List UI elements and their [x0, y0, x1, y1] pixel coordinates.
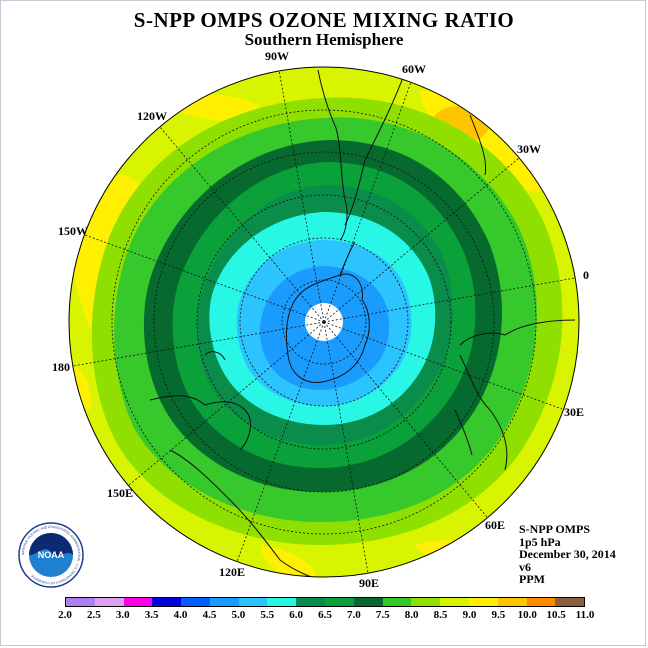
map-subtitle: Southern Hemisphere [244, 30, 404, 49]
colorbar-segment [325, 598, 354, 606]
contour-8-5-south [260, 545, 320, 577]
colorbar-tick-label: 10.5 [546, 609, 566, 621]
lon-label-90w: 90W [265, 49, 289, 63]
colorbar-tick-label: 6.0 [289, 609, 303, 621]
lon-label-120e: 120E [219, 565, 246, 579]
info-version: v6 [519, 559, 531, 574]
latitude-circle-60s [196, 194, 452, 450]
meridian-0 [323, 277, 576, 323]
latitude-circle-80s [281, 279, 367, 365]
new-zealand-coast [149, 395, 251, 451]
colorbar-tick-label: 5.0 [231, 609, 246, 621]
meridian-120w [159, 126, 325, 323]
colorbar-tick-labels: 2.0 2.5 3.0 3.5 4.0 4.5 5.0 5.5 6.0 6.5 7.0 7.5 8.0 8… [58, 609, 594, 623]
meridian-120e [236, 321, 325, 563]
colorbar-segment [181, 598, 210, 606]
colorbar-segment [468, 598, 498, 606]
colorbar-segment [267, 598, 297, 606]
colorbar-segment [526, 598, 556, 606]
africa-east-coast [459, 354, 508, 471]
logo-bird [29, 533, 73, 556]
south-america-coast-east [344, 71, 406, 226]
colorbar-segment [555, 598, 585, 606]
colorbar-tick-label: 7.0 [347, 609, 361, 621]
colorbar-tick-label: 4.0 [173, 609, 188, 621]
meridian-90e [323, 321, 369, 574]
ozone-field [69, 67, 579, 577]
colorbar-tick-label: 3.5 [144, 609, 159, 621]
colorbar-segment [411, 598, 441, 606]
meridian-30w [323, 157, 520, 323]
info-date: December 30, 2014 [519, 547, 616, 561]
lon-label-150e: 150E [107, 486, 134, 500]
info-block: S-NPP OMPS 1p5 hPa December 30, 2014 v6 … [519, 523, 616, 586]
colorbar-tick-label: 4.5 [202, 609, 217, 621]
meridian-180 [72, 321, 325, 367]
colorbar-tick-label: 9.5 [491, 609, 506, 621]
noaa-logo: NOAA NATIONAL OCEANIC AND ATMOSPHERIC AD… [18, 522, 84, 588]
colorbar-segment [66, 598, 95, 606]
map-title: S-NPP OMPS OZONE MIXING RATIO [133, 8, 515, 32]
info-level: 1p5 hPa [519, 534, 561, 549]
colorbar-segment [123, 598, 153, 606]
colorbar-segment [238, 598, 268, 606]
lon-label-0: 0 [583, 268, 589, 282]
colorbar-segment [353, 598, 383, 606]
lon-label-60e: 60E [485, 518, 506, 532]
colorbar-segment [440, 598, 469, 606]
info-units: PPM [519, 572, 545, 586]
colorbar-tick-label: 9.0 [462, 609, 477, 621]
colorbar-tick-label: 11.0 [575, 609, 595, 621]
colorbar-segment [94, 598, 124, 606]
colorbar-tick-label: 7.5 [375, 609, 390, 621]
lon-label-120w: 120W [137, 109, 167, 123]
lon-label-30w: 30W [517, 142, 541, 156]
africa-tip-coast [469, 114, 487, 176]
meridian-150e [127, 321, 325, 487]
colorbar-segment [152, 598, 182, 606]
ross-coast [204, 351, 226, 361]
madagascar [454, 409, 473, 456]
latitude-circle-70s [239, 237, 409, 407]
colorbar [65, 597, 585, 607]
colorbar-tick-label: 3.0 [115, 609, 130, 621]
logo-text: NOAA [38, 550, 65, 560]
lon-label-60w: 60W [402, 62, 426, 76]
lon-label-90e: 90E [359, 576, 380, 590]
lon-label-30e: 30E [564, 405, 585, 419]
info-instrument: S-NPP OMPS [519, 522, 590, 536]
latitude-circle-40s [111, 109, 537, 535]
colorbar-tick-label: 2.0 [58, 609, 72, 621]
africa-south-coast [459, 319, 576, 346]
lon-label-150w: 150W [58, 224, 88, 238]
colorbar-tick-label: 6.5 [318, 609, 332, 621]
colorbar-tick-label: 5.5 [260, 609, 275, 621]
antarctica-coast [286, 273, 370, 383]
colorbar-segment [382, 598, 412, 606]
australia-coast [169, 449, 336, 577]
colorbar-segment [497, 598, 527, 606]
colorbar-segment [209, 598, 239, 606]
graticule [72, 69, 576, 574]
colorbar-tick-label: 8.5 [433, 609, 448, 621]
globe-border [68, 66, 580, 578]
meridian-60w [323, 81, 412, 323]
colorbar-segment [296, 598, 326, 606]
latitude-circle-50s [153, 151, 495, 493]
lon-label-180: 180 [52, 360, 70, 374]
colorbar-tick-label: 2.5 [87, 609, 101, 621]
meridian-90w [278, 69, 325, 323]
colorbar-tick-label: 8.0 [404, 609, 419, 621]
colorbar-tick-label: 10.0 [517, 609, 537, 621]
